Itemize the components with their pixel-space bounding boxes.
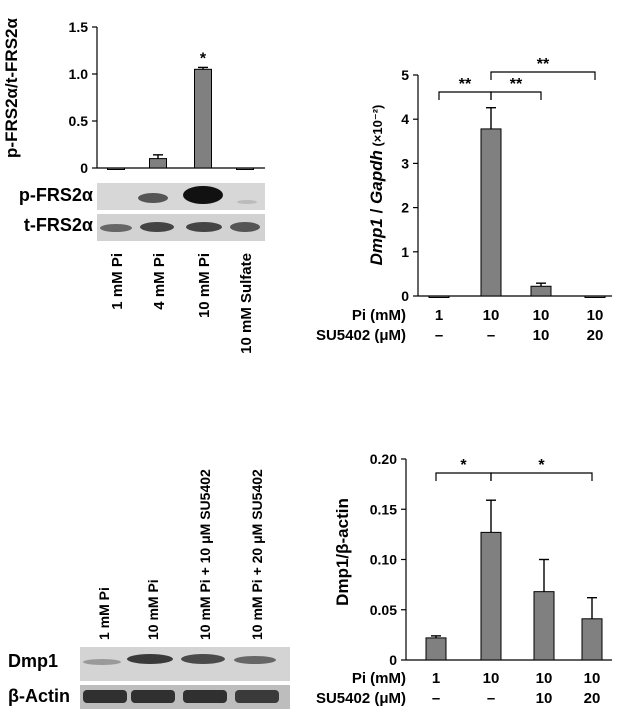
y-tick-label: 1.5 [69, 19, 89, 35]
ylabel-unit: (×10⁻²) [370, 105, 385, 151]
condition-label: SU5402 (μM) [316, 690, 406, 707]
blot-p-frs2-membrane [97, 183, 265, 210]
bar-1 [425, 637, 447, 661]
significance-bracket [490, 71, 596, 80]
significance-bracket [438, 91, 492, 100]
condition-label: Pi (mM) [352, 670, 406, 687]
condition-value: 10 [533, 327, 550, 344]
y-tick-label: 1 [401, 244, 409, 260]
lane-label-2: 4 mM Pi [151, 253, 168, 310]
ylabel-gapdh: Gapdh [367, 150, 386, 204]
condition-label: SU5402 (μM) [316, 327, 406, 344]
significance-bracket [490, 472, 593, 481]
band-dmp1-lane1 [83, 659, 121, 665]
condition-value: – [487, 327, 495, 344]
band-t-frs2-lane2 [140, 222, 174, 232]
significance-bracket [435, 472, 492, 481]
bar-3 [530, 285, 552, 297]
blot-c-lane-label-4: 10 mM Pi + 20 μM SU5402 [249, 469, 265, 640]
lane-label-4: 10 mM Sulfate [238, 253, 255, 354]
y-tick-label: 0.05 [370, 602, 397, 618]
significance-label: ** [459, 76, 472, 93]
y-tick-label: 1.0 [69, 66, 89, 82]
band-beta-actin-lane3 [183, 690, 227, 703]
condition-value: 20 [587, 327, 604, 344]
y-tick-label: 0 [401, 288, 409, 304]
bar-2 [149, 158, 167, 169]
condition-value: 10 [587, 307, 604, 324]
ylabel-sep: / [367, 204, 386, 218]
panel-frs2-chart: p-FRS2α/t-FRS2α 0 0.5 1.0 1.5 * p-FRS2α t-F… [2, 18, 265, 354]
panel-dmp1-blot: 1 mM Pi 10 mM Pi 10 mM Pi + 10 μM SU5402 10… [8, 469, 290, 709]
bar-4 [236, 167, 254, 170]
lane-label-1: 1 mM Pi [109, 253, 126, 310]
blot-label-p-frs2: p-FRS2α [19, 185, 93, 205]
condition-value: 10 [483, 670, 500, 687]
frs2-ylabel: p-FRS2α/t-FRS2α [2, 18, 21, 158]
blot-c-lane-label-2: 10 mM Pi [145, 579, 161, 640]
y-tick-label: 0.10 [370, 552, 397, 568]
band-beta-actin-lane2 [131, 690, 175, 703]
significance-label: * [538, 457, 545, 474]
blot-label-beta-actin: β-Actin [8, 686, 70, 706]
condition-value: 10 [536, 690, 553, 707]
bar-2 [480, 531, 502, 661]
blot-c-lane-label-3: 10 mM Pi + 10 μM SU5402 [197, 469, 213, 640]
bar-4 [584, 295, 606, 298]
y-tick-label: 0.5 [69, 113, 89, 129]
band-p-frs2-lane2 [138, 193, 168, 203]
y-tick-label: 0 [80, 160, 88, 176]
condition-value: 1 [432, 670, 440, 687]
band-dmp1-lane3 [181, 654, 225, 664]
bar-3 [533, 591, 555, 661]
bar-4 [581, 618, 603, 661]
significance-label: ** [510, 76, 523, 93]
band-t-frs2-lane1 [100, 224, 132, 232]
condition-value: – [432, 690, 440, 707]
band-dmp1-lane2 [127, 654, 173, 664]
y-tick-label: 3 [401, 155, 409, 171]
condition-value: – [435, 327, 443, 344]
dmp1-actin-ylabel: Dmp1/β-actin [333, 498, 352, 606]
band-t-frs2-lane3 [186, 222, 222, 232]
band-p-frs2-lane4 [237, 200, 257, 204]
significance-label: ** [537, 56, 550, 73]
y-tick-label: 0.15 [370, 501, 397, 517]
condition-value: 10 [533, 307, 550, 324]
blot-label-t-frs2: t-FRS2α [24, 215, 93, 235]
y-tick-label: 2 [401, 200, 409, 216]
panel-dmp1-actin-chart: Dmp1/β-actin 0 0.05 0.10 0.15 0.20 * * Pi (mM… [316, 451, 612, 707]
y-tick-label: 4 [401, 111, 409, 127]
dmp1-gapdh-ylabel: Dmp1 / Gapdh (×10⁻²) [367, 105, 386, 266]
significance-marker: * [200, 50, 207, 67]
panel-dmp1-gapdh-chart: Dmp1 / Gapdh (×10⁻²) 0 1 2 3 4 5 ** ** ** Pi (m… [316, 56, 612, 344]
significance-label: * [460, 457, 467, 474]
condition-value: 10 [536, 670, 553, 687]
ylabel-dmp1: Dmp1 [367, 218, 386, 265]
band-dmp1-lane4 [234, 656, 276, 664]
y-tick-label: 5 [401, 67, 409, 83]
bar-3 [194, 68, 212, 169]
band-t-frs2-lane4 [230, 222, 260, 232]
condition-value: – [487, 690, 495, 707]
band-p-frs2-lane3 [183, 186, 223, 204]
condition-value: 10 [483, 307, 500, 324]
band-beta-actin-lane1 [83, 690, 127, 703]
condition-label: Pi (mM) [352, 307, 406, 324]
bar-1 [107, 167, 125, 170]
lane-label-3: 10 mM Pi [196, 253, 213, 318]
significance-bracket [490, 91, 542, 100]
condition-value: 1 [435, 307, 443, 324]
bar-1 [428, 295, 450, 298]
condition-value: 10 [584, 670, 601, 687]
band-beta-actin-lane4 [235, 690, 279, 703]
y-tick-label: 0.20 [370, 451, 397, 467]
blot-label-dmp1: Dmp1 [8, 651, 58, 671]
bar-2 [480, 128, 502, 297]
blot-c-lane-label-1: 1 mM Pi [96, 587, 112, 640]
y-tick-label: 0 [389, 652, 397, 668]
condition-value: 20 [584, 690, 601, 707]
